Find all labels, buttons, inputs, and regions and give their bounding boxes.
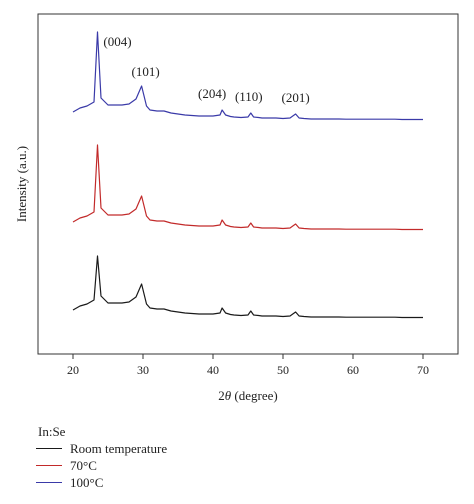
y-axis-label: Intensity (a.u.) [14, 146, 29, 222]
plot-frame [37, 13, 459, 355]
x-tick-label: 30 [137, 363, 149, 377]
legend-item: Room temperature [36, 440, 336, 457]
peak-labels: (004)(101) (204) (110) (201) [103, 34, 309, 105]
x-axis-label: 2θ (degree) [218, 388, 277, 403]
peak-label: (204) [198, 86, 226, 101]
x-tick-label: 50 [277, 363, 289, 377]
legend: In:Se Room temperature 70°C 100°C [36, 423, 336, 491]
legend-label: Room temperature [70, 441, 168, 456]
peak-label: (004) [103, 34, 131, 49]
legend-swatch [36, 482, 62, 483]
peak-label: (201) [282, 90, 310, 105]
legend-title: In:Se [38, 424, 66, 439]
series-lines [72, 31, 423, 319]
legend-swatch [36, 448, 62, 449]
series-line-100c [72, 31, 423, 121]
peak-label: (101) [132, 64, 160, 79]
legend-item: 100°C [36, 474, 336, 491]
x-tick-label: 20 [67, 363, 79, 377]
xrd-chart: 20 30 40 50 60 70 (004)(101) (204) (110) (201) 2… [14, 13, 459, 403]
legend-label: 70°C [70, 458, 97, 473]
series-line-70c [72, 144, 423, 231]
legend-item: 70°C [36, 457, 336, 474]
legend-swatch [36, 465, 62, 466]
legend-items: Room temperature 70°C 100°C [36, 440, 336, 491]
peak-label: (110) [235, 89, 263, 104]
series-line-room-temperature [72, 255, 423, 319]
x-tick-label: 70 [417, 363, 429, 377]
x-tick-label: 40 [207, 363, 219, 377]
legend-label: 100°C [70, 475, 104, 490]
x-tick-label: 60 [347, 363, 359, 377]
x-axis-ticks: 20 30 40 50 60 70 [67, 354, 429, 377]
